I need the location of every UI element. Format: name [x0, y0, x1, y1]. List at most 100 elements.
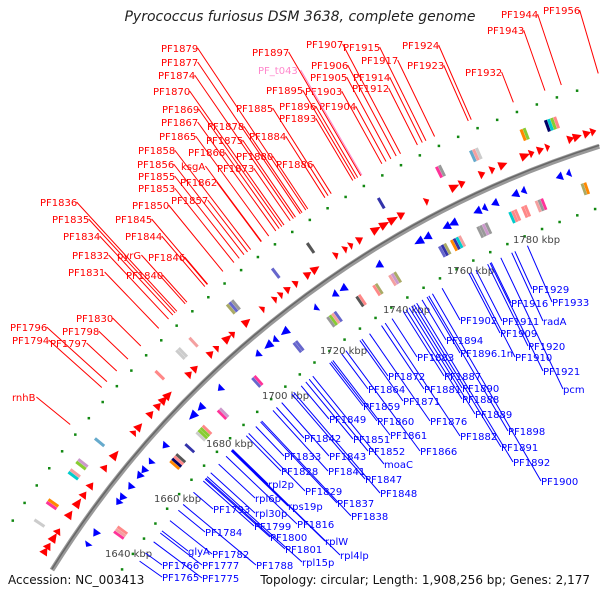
forward-gene-label: PF1924 [402, 41, 439, 52]
forward-gene-arrow [566, 135, 575, 145]
reverse-gene-label-leader-line [308, 378, 369, 452]
reverse-gene-arrow [217, 383, 226, 391]
forward-gene-label-leader-line [162, 274, 188, 303]
reverse-gene-label-leader-line [218, 463, 256, 499]
forward-gene-label-leader-line [443, 64, 469, 122]
reverse-gene-label-leader-line [281, 402, 330, 457]
inner-tick-dot [190, 478, 193, 482]
reverse-cog-box [540, 198, 548, 211]
forward-gene-label-leader-line [207, 199, 248, 253]
reverse-cog-box [388, 274, 397, 287]
outer-tick-dot [291, 230, 294, 234]
inner-tick-dot [298, 373, 302, 376]
reverse-gene-label-leader-line [245, 435, 282, 472]
inner-tick-dot [255, 410, 259, 414]
inner-tick-dot [228, 436, 232, 440]
forward-cog-box [546, 118, 554, 131]
reverse-gene-label: rpl4lp [340, 551, 369, 562]
inner-tick-dot [154, 522, 157, 525]
outer-tick-dot [223, 282, 226, 285]
forward-gene-arrow [205, 351, 214, 359]
reverse-gene-label-leader-line [210, 472, 256, 514]
outer-tick-dot [326, 206, 329, 210]
reverse-gene-label-leader-line [260, 421, 338, 504]
inner-tick-dot [406, 296, 409, 299]
reverse-gene-label: PF1833 [284, 452, 321, 463]
forward-gene-arrow [544, 143, 551, 152]
reverse-gene-arrow [566, 168, 573, 177]
reverse-gene-label: PF1775 [202, 574, 239, 585]
outer-tick-dot [344, 195, 347, 199]
reverse-gene-label-leader-line [413, 304, 502, 448]
reverse-cog-box [511, 210, 519, 223]
rna-gene-label-leader-line [300, 69, 363, 176]
reverse-gene-label-leader-line [470, 272, 516, 358]
outer-tick-dot [381, 174, 384, 177]
forward-gene-arrow [369, 226, 381, 236]
forward-cog-box [230, 299, 241, 311]
forward-gene-label: PF1878 [207, 122, 244, 133]
reverse-gene-label: PF1766 [162, 561, 199, 572]
forward-gene-arrow [189, 365, 198, 374]
reverse-gene-arrow [375, 259, 385, 268]
forward-gene-label-leader-line [173, 163, 245, 255]
reverse-gene-label: rpl30p [255, 509, 287, 520]
inner-tick-dot [313, 361, 316, 364]
reverse-gene-label: PF1861 [390, 431, 427, 442]
forward-gene-label: PF1834 [63, 232, 100, 243]
forward-gene-label: PF1846 [148, 253, 185, 264]
reverse-gene-label-leader-line [384, 322, 461, 437]
forward-gene-label: PF1832 [72, 251, 109, 262]
forward-gene-arrow [152, 402, 161, 412]
forward-gene-label: PF1875 [206, 136, 243, 147]
reverse-cog-box [199, 426, 211, 438]
forward-gene-label-leader-line [98, 330, 129, 360]
reverse-gene-label: PF1841 [328, 467, 365, 478]
forward-gene-label-leader-line [104, 271, 160, 329]
outer-tick-dot [160, 339, 163, 342]
reverse-cog-box [218, 407, 230, 418]
forward-gene-label-leader-line [272, 107, 329, 196]
reverse-gene-label-leader-line [345, 350, 421, 452]
reverse-gene-arrow [189, 409, 200, 420]
forward-gene-label: PF1944 [501, 10, 538, 21]
outer-tick-dot [23, 501, 26, 505]
reverse-gene-label: PF1883 [417, 353, 454, 364]
reverse-cog-box [440, 244, 449, 257]
reverse-cog-box [171, 457, 183, 468]
forward-gene-arrow [571, 133, 582, 143]
forward-cog-box [543, 119, 551, 133]
ruler-label: 1780 kbp [513, 235, 560, 246]
reverse-gene-label: PF1889 [475, 410, 512, 421]
reverse-gene-arrow [473, 205, 483, 214]
reverse-cog-box [476, 226, 485, 239]
outer-tick-dot [191, 310, 194, 313]
reverse-gene-label-leader-line [248, 433, 306, 492]
reverse-gene-label-leader-line [329, 362, 364, 407]
outer-tick-dot [101, 400, 104, 404]
reverse-gene-arrow [491, 197, 500, 207]
outer-tick-dot [308, 218, 312, 222]
reverse-gene-label: PF1838 [351, 512, 388, 523]
reverse-cog-box [437, 245, 447, 258]
reverse-gene-arrow [93, 528, 102, 537]
forward-gene-label-leader-line [285, 135, 326, 198]
reverse-gene-label: rpl2p [268, 480, 294, 491]
forward-cog-box [93, 437, 106, 448]
reverse-gene-label-leader-line [359, 340, 404, 402]
reverse-gene-label: PF1887 [444, 372, 481, 383]
forward-gene-arrow [221, 334, 232, 345]
reverse-gene-label: PF1896.1n [460, 349, 513, 360]
forward-gene-arrow [527, 149, 535, 159]
reverse-cog-box [197, 429, 209, 440]
forward-gene-arrow [477, 171, 486, 180]
inner-tick-dot [131, 552, 135, 556]
forward-gene-label: PF1886 [276, 160, 313, 171]
reverse-cog-box [479, 224, 487, 237]
forward-gene-label-leader-line [347, 64, 397, 157]
outer-tick-dot [87, 416, 91, 420]
forward-gene-arrow [457, 180, 466, 189]
forward-gene-label: PF1867 [161, 118, 198, 129]
forward-gene-arrow [133, 423, 143, 433]
ruler-label: 1660 kbp [154, 494, 201, 505]
